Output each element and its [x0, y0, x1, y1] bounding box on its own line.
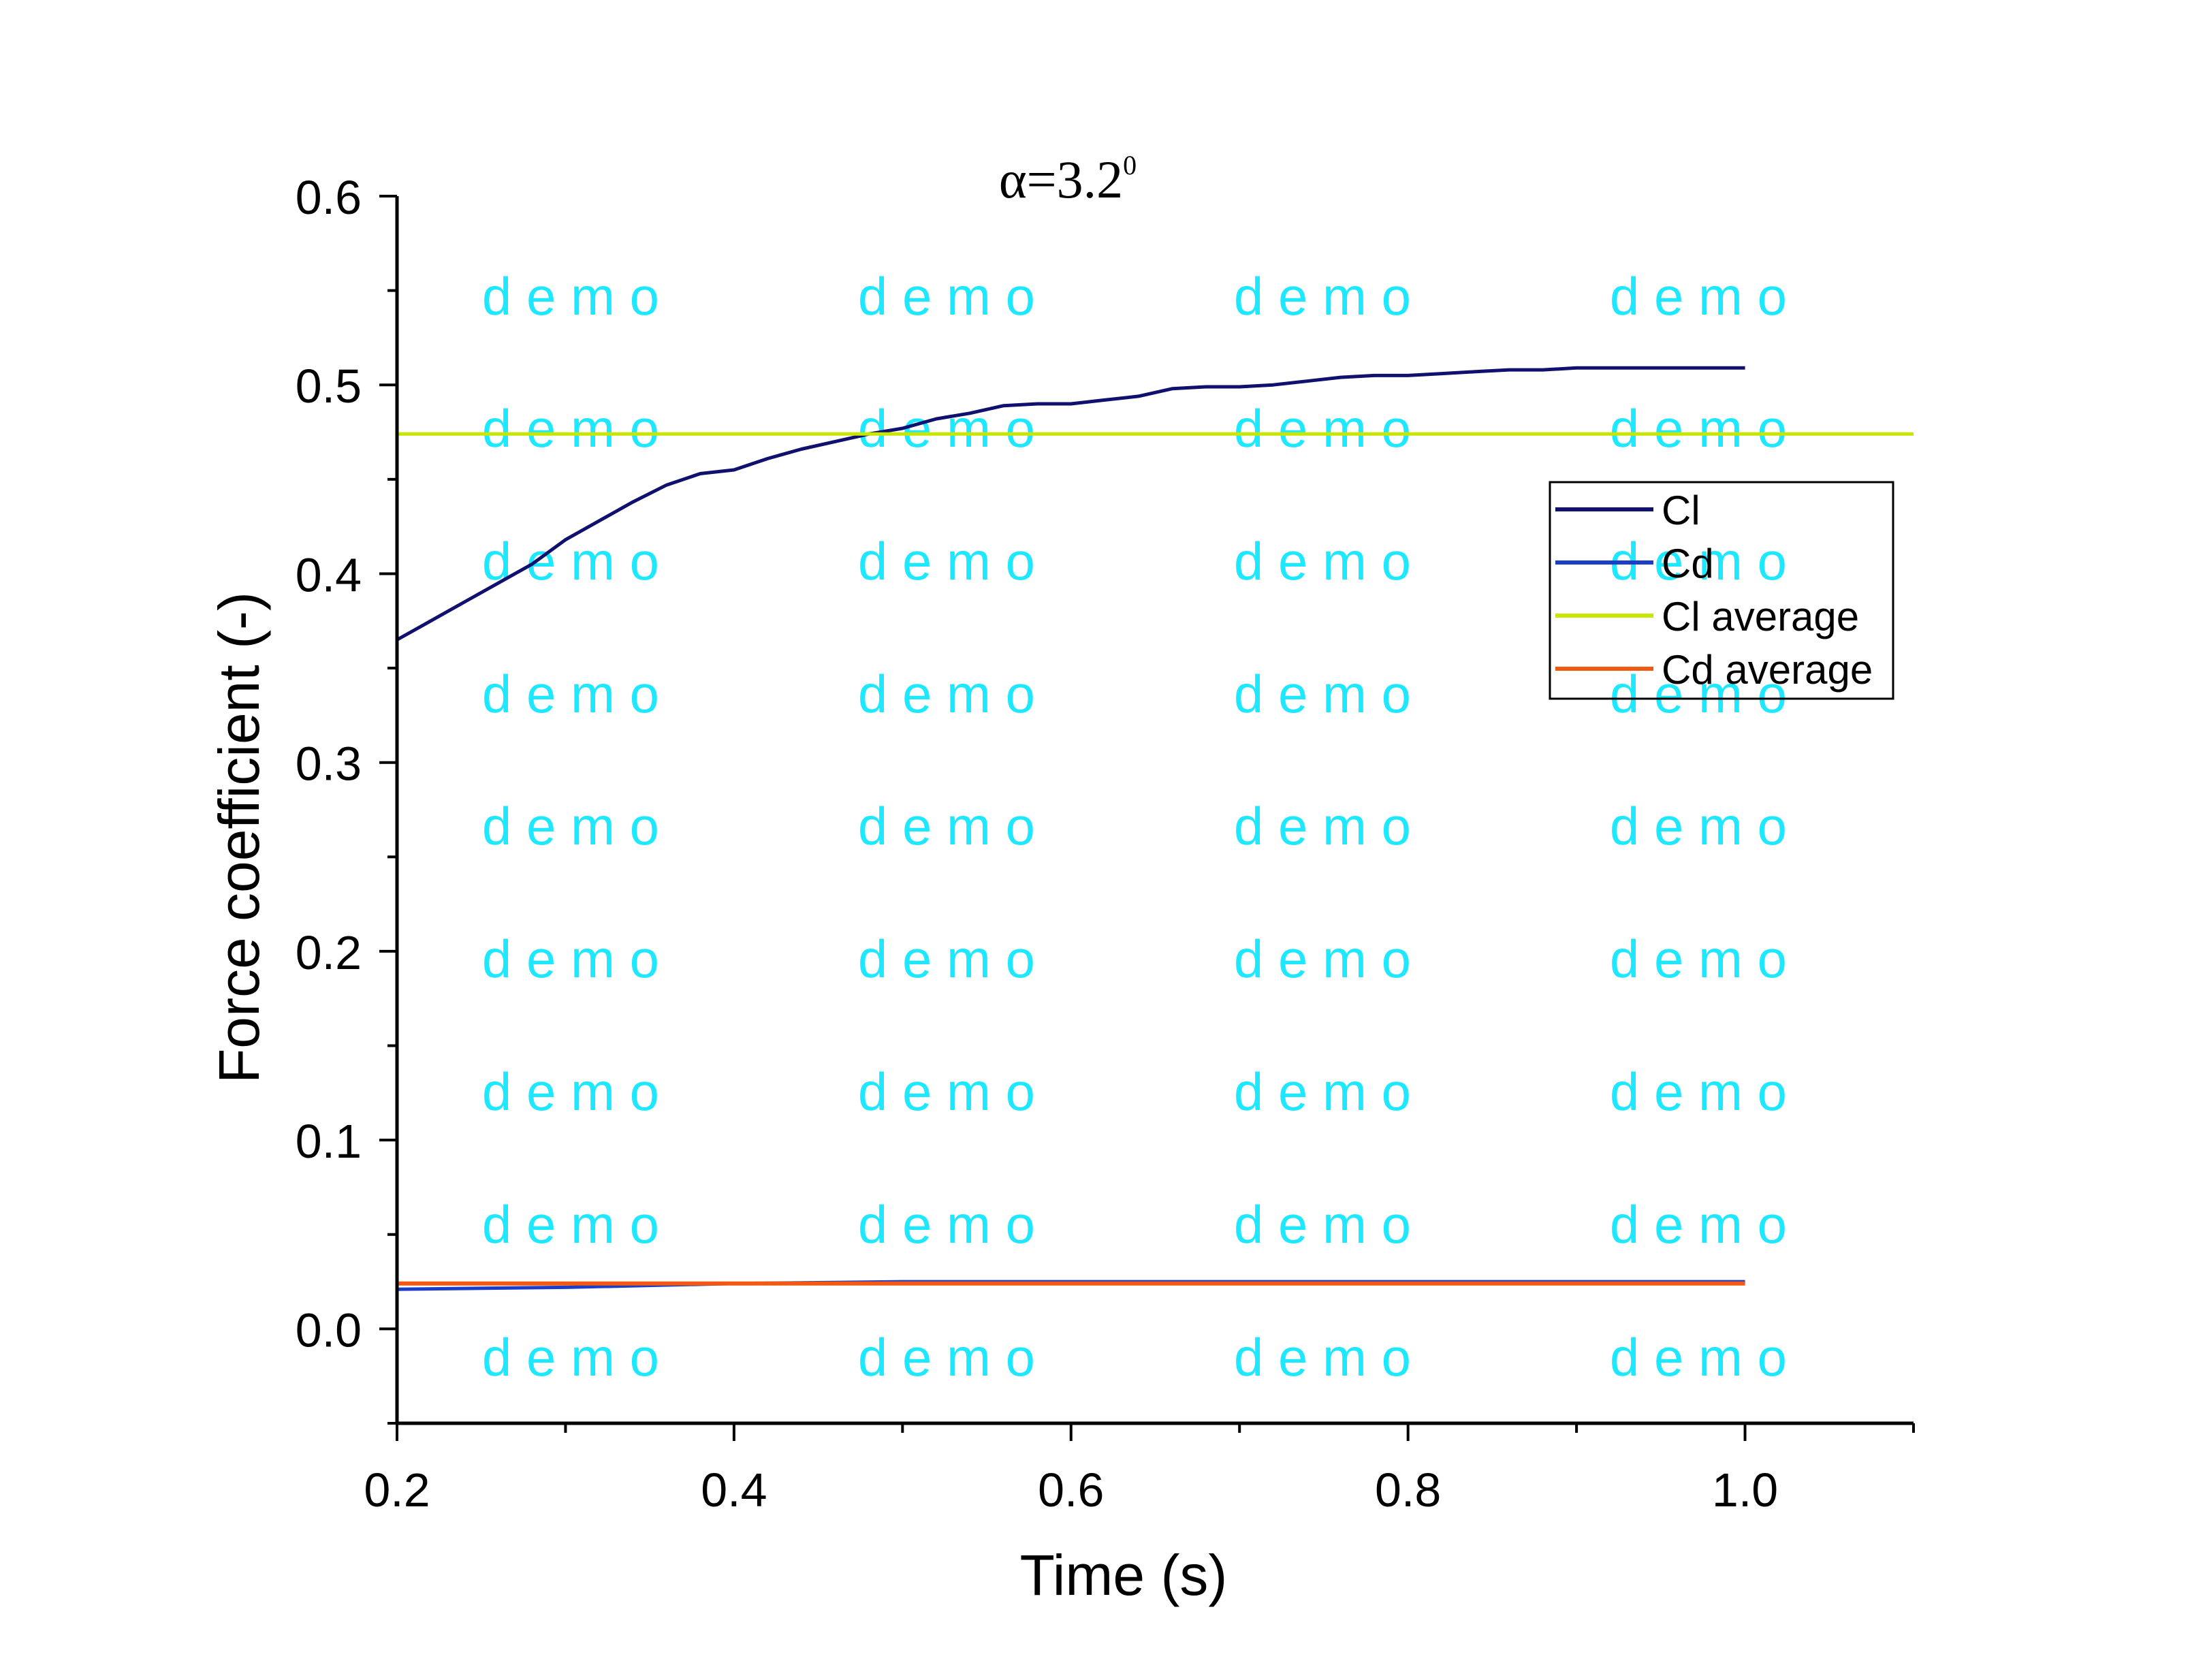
x-tick-label: 0.2: [364, 1463, 430, 1517]
series-line-cl: [396, 366, 1745, 641]
legend-label: Cd: [1662, 541, 1714, 586]
x-tick-label: 0.6: [1038, 1463, 1104, 1517]
series-layer: [396, 366, 1914, 1291]
watermark-text: d e m o: [858, 796, 1035, 856]
watermark-text: d e m o: [1234, 664, 1411, 724]
watermark-layer: d e m o d e m o d e m o d e m o d e m o d e m…: [482, 266, 1787, 1387]
watermark-text: d e m o: [482, 1327, 659, 1387]
y-tick-label: 0.3: [296, 738, 362, 791]
watermark-text: d e m o: [1234, 266, 1411, 326]
watermark-text: d e m o: [1610, 929, 1787, 989]
y-tick-label: 0.1: [296, 1115, 362, 1168]
x-axis-label: Time (s): [1020, 1543, 1228, 1607]
legend-label: Cl: [1662, 488, 1700, 533]
watermark-text: d e m o: [858, 531, 1035, 591]
legend-label: Cl average: [1662, 594, 1859, 639]
y-tick-label: 0.5: [296, 360, 362, 413]
legend-label: Cd average: [1662, 647, 1873, 693]
legend-box: [1549, 481, 1894, 700]
watermark-text: d e m o: [1234, 929, 1411, 989]
watermark-text: d e m o: [858, 1327, 1035, 1387]
y-axis-label: Force coefficient (-): [207, 592, 271, 1083]
x-tick-label: 0.4: [701, 1463, 767, 1517]
watermark-text: d e m o: [482, 929, 659, 989]
watermark-text: d e m o: [1234, 796, 1411, 856]
x-tick-label: 0.8: [1375, 1463, 1441, 1517]
legend: Cl Cd Cl average Cd average: [1549, 481, 1894, 700]
watermark-text: d e m o: [1234, 1327, 1411, 1387]
watermark-text: d e m o: [1610, 266, 1787, 326]
watermark-text: d e m o: [482, 266, 659, 326]
watermark-text: d e m o: [858, 1194, 1035, 1254]
chart-title-text: α=3.2: [999, 150, 1123, 209]
watermark-text: d e m o: [858, 929, 1035, 989]
watermark-text: d e m o: [482, 531, 659, 591]
watermark-text: d e m o: [482, 398, 659, 458]
watermark-text: d e m o: [1234, 1194, 1411, 1254]
watermark-text: d e m o: [1610, 1194, 1787, 1254]
watermark-text: d e m o: [1234, 398, 1411, 458]
watermark-text: d e m o: [858, 266, 1035, 326]
y-tick-label: 0.0: [296, 1303, 362, 1357]
y-tick-label: 0.6: [296, 171, 362, 224]
watermark-text: d e m o: [1610, 1062, 1787, 1122]
watermark-text: d e m o: [1234, 531, 1411, 591]
watermark-text: d e m o: [858, 398, 1035, 458]
watermark-text: d e m o: [858, 664, 1035, 724]
watermark-text: d e m o: [482, 664, 659, 724]
y-tick-label: 0.4: [296, 548, 362, 601]
chart-title-superscript: 0: [1123, 150, 1137, 180]
watermark-text: d e m o: [858, 1062, 1035, 1122]
y-tick-label: 0.2: [296, 926, 362, 979]
watermark-text: d e m o: [1610, 1327, 1787, 1387]
watermark-text: d e m o: [1610, 398, 1787, 458]
watermark-text: d e m o: [482, 796, 659, 856]
watermark-text: d e m o: [482, 1194, 659, 1254]
watermark-text: d e m o: [1610, 796, 1787, 856]
watermark-text: d e m o: [1234, 1062, 1411, 1122]
chart-title: α=3.20: [999, 150, 1137, 209]
x-tick-label: 1.0: [1712, 1463, 1778, 1517]
watermark-text: d e m o: [1610, 664, 1787, 724]
watermark-text: d e m o: [482, 1062, 659, 1122]
axes-layer: 0.0 0.1 0.2 0.3 0.4 0.5 0.6 0.2 0.4 0.6 0.8 1.0: [296, 171, 1915, 1517]
